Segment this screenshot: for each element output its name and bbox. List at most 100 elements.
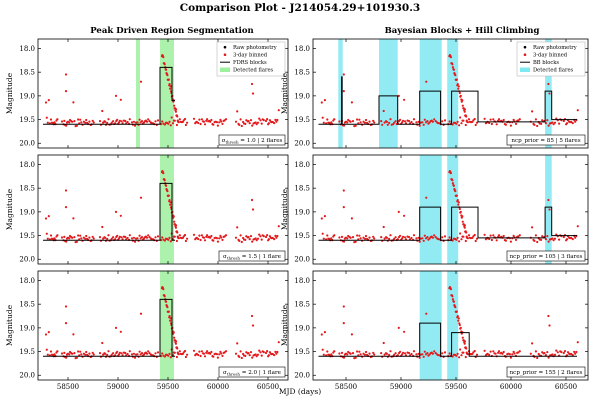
data-point (497, 350, 501, 353)
data-point (465, 115, 468, 118)
data-point (425, 196, 428, 199)
data-point (202, 352, 206, 355)
data-point (497, 119, 500, 122)
data-point (45, 232, 48, 235)
data-point (508, 353, 511, 356)
data-point (64, 305, 68, 308)
data-point (452, 300, 455, 303)
data-point (65, 356, 68, 359)
data-point (169, 85, 172, 88)
data-point (576, 225, 579, 228)
data-point (321, 348, 324, 351)
data-point (455, 238, 458, 241)
data-point (98, 120, 102, 123)
data-point (176, 351, 179, 354)
data-point (200, 118, 203, 121)
data-point (169, 356, 172, 359)
panels-group: 18.0 18.5 19.0 19.5 20.0 Magnitude Raw photome… (5, 38, 589, 391)
data-point (368, 352, 371, 355)
data-point (443, 351, 447, 354)
y-axis-label: Magnitude (280, 72, 289, 114)
data-point (260, 238, 263, 241)
data-point (423, 234, 426, 237)
y-tick-label: 19.0 (294, 92, 310, 100)
data-point (323, 99, 326, 102)
data-point (248, 238, 251, 241)
data-point (221, 238, 224, 241)
data-point (349, 120, 352, 123)
data-point (248, 354, 251, 357)
data-point (421, 353, 424, 356)
annotation-box (218, 250, 286, 262)
data-point (396, 238, 399, 241)
data-point (163, 295, 166, 298)
data-point (197, 353, 200, 357)
data-point (443, 119, 447, 122)
data-point (140, 352, 144, 355)
flare-span (545, 155, 552, 264)
sigma-value: = 2.0 | 1 flare (240, 370, 282, 376)
data-point (431, 352, 434, 355)
data-point (176, 347, 179, 350)
figure-title: Comparison Plot - J214054.29+101930.3 (180, 2, 420, 14)
data-point (323, 215, 326, 218)
data-point (547, 240, 550, 243)
data-point (403, 120, 407, 123)
data-point (148, 120, 151, 123)
data-point (266, 350, 269, 353)
data-point (277, 225, 280, 228)
data-point (102, 353, 105, 356)
data-point (154, 352, 157, 355)
data-point (536, 124, 539, 128)
y-tick-label: 20.0 (294, 256, 310, 264)
data-point (136, 353, 139, 356)
data-point (418, 240, 421, 243)
data-point (455, 354, 458, 357)
data-point (458, 124, 461, 127)
data-point (119, 98, 122, 101)
data-point (126, 236, 129, 240)
data-point (258, 349, 261, 352)
data-point (421, 121, 424, 124)
data-point (80, 353, 83, 356)
x-tick-label: 60000 (207, 383, 229, 391)
data-point (322, 121, 325, 124)
data-point (418, 356, 421, 359)
data-point (264, 235, 268, 239)
data-point (239, 234, 242, 237)
data-point (200, 234, 203, 237)
data-point (465, 351, 468, 354)
data-point (462, 107, 465, 110)
data-point (494, 352, 497, 355)
data-point (247, 120, 250, 123)
y-tick-label: 20.0 (19, 372, 35, 380)
data-point (178, 350, 181, 353)
data-point (326, 118, 329, 121)
data-point (322, 237, 325, 240)
y-tick-label: 18.5 (294, 185, 310, 193)
data-point (463, 110, 466, 113)
data-point (434, 352, 437, 355)
data-point (497, 234, 501, 237)
data-point (421, 237, 424, 240)
right-column-title: Bayesian Blocks + Hill Climbing (385, 26, 540, 36)
data-point (544, 238, 548, 241)
data-point (277, 109, 280, 112)
data-point (234, 352, 238, 355)
data-point (388, 353, 391, 356)
data-point (178, 234, 181, 237)
data-point (124, 351, 127, 355)
y-tick-label: 18.5 (19, 185, 35, 193)
data-point (44, 101, 48, 104)
data-point (536, 356, 539, 360)
sigma-value: = 1.0 | 2 flares (239, 138, 283, 144)
data-point (239, 350, 242, 353)
data-point (451, 182, 454, 185)
data-point (167, 122, 170, 125)
data-point (118, 235, 121, 238)
data-point (451, 63, 454, 66)
data-point (451, 295, 454, 298)
data-point (145, 352, 149, 355)
data-point (184, 123, 187, 127)
data-point (259, 119, 262, 122)
